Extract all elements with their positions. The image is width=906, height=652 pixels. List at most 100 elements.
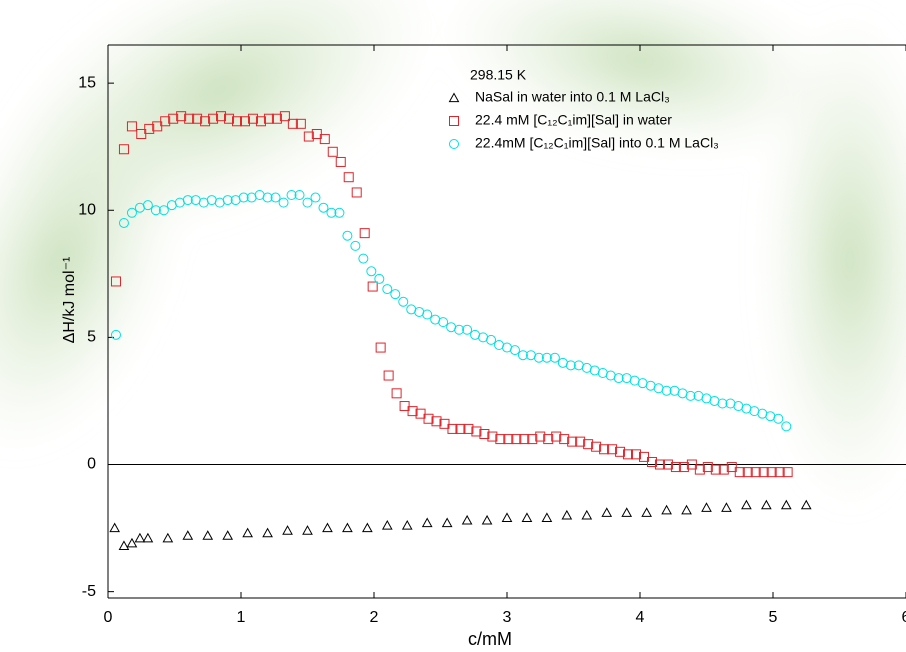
legend-marker	[449, 116, 459, 126]
point	[681, 504, 692, 515]
point	[270, 192, 281, 203]
y-tick-label: 5	[87, 329, 96, 346]
point	[162, 532, 174, 543]
y-tick-label: -5	[82, 583, 96, 600]
point	[781, 421, 792, 432]
point	[447, 423, 458, 434]
point	[439, 418, 450, 429]
point	[613, 373, 624, 384]
point	[661, 385, 672, 396]
point	[318, 202, 329, 213]
point	[431, 416, 442, 427]
point	[278, 197, 289, 208]
x-tick-label: 2	[370, 609, 379, 626]
point	[774, 467, 785, 478]
point	[527, 434, 538, 445]
point	[662, 459, 673, 470]
point	[239, 116, 250, 127]
point	[455, 423, 466, 434]
point	[286, 190, 297, 201]
point	[541, 512, 553, 523]
point	[262, 527, 273, 538]
background	[0, 0, 906, 510]
point	[599, 444, 610, 455]
point	[591, 441, 602, 452]
point	[750, 467, 761, 478]
point	[351, 187, 362, 198]
point	[322, 522, 333, 533]
point	[144, 123, 155, 134]
point	[294, 190, 305, 201]
x-axis-label: c/mM	[468, 629, 512, 649]
point	[271, 113, 282, 124]
point	[567, 436, 578, 447]
point	[422, 309, 433, 320]
point	[335, 156, 346, 167]
point	[311, 128, 322, 139]
point	[247, 113, 258, 124]
point	[800, 499, 812, 510]
point	[382, 284, 393, 295]
point	[694, 464, 705, 475]
point	[184, 113, 195, 124]
point	[701, 502, 712, 512]
point	[152, 121, 163, 132]
point	[222, 195, 233, 206]
point	[110, 276, 121, 287]
point	[255, 116, 266, 127]
point	[287, 118, 298, 129]
point	[383, 370, 394, 381]
point	[686, 459, 697, 470]
point	[334, 207, 345, 218]
point	[575, 436, 586, 447]
point	[375, 342, 386, 353]
point	[438, 317, 449, 328]
point	[718, 464, 729, 475]
point	[565, 360, 576, 371]
y-tick-label: 0	[87, 456, 96, 473]
point	[343, 172, 354, 183]
point	[621, 507, 633, 517]
point	[192, 113, 203, 124]
point	[535, 431, 546, 442]
point	[631, 449, 642, 460]
point	[302, 525, 313, 535]
x-tick-label: 3	[503, 609, 512, 626]
point	[710, 464, 721, 475]
point	[519, 434, 530, 445]
point	[158, 205, 169, 216]
point	[366, 266, 377, 277]
point	[342, 522, 353, 533]
point	[623, 449, 634, 460]
point	[486, 334, 497, 345]
point	[200, 116, 211, 127]
point	[374, 273, 385, 284]
point	[358, 253, 369, 264]
point	[511, 434, 522, 445]
legend-marker	[449, 139, 459, 149]
point	[454, 324, 465, 335]
point	[302, 197, 313, 208]
point	[702, 462, 713, 473]
point	[551, 431, 562, 442]
point	[342, 230, 353, 241]
point	[503, 434, 514, 445]
point	[222, 530, 234, 540]
point	[182, 530, 194, 540]
point	[232, 116, 243, 127]
point	[415, 408, 426, 419]
x-tick-label: 0	[104, 609, 113, 626]
legend-label: 22.4 mM [C₁₂C₁im][Sal] in water	[475, 112, 672, 128]
point	[741, 499, 752, 510]
point	[517, 350, 528, 361]
point	[208, 113, 219, 124]
point	[717, 398, 728, 409]
y-axis-label: ΔH/kJ mol⁻¹	[61, 257, 78, 344]
point	[780, 499, 792, 510]
point	[481, 514, 493, 525]
point	[521, 512, 533, 523]
point	[150, 205, 161, 216]
point	[295, 118, 306, 129]
point	[761, 499, 772, 510]
